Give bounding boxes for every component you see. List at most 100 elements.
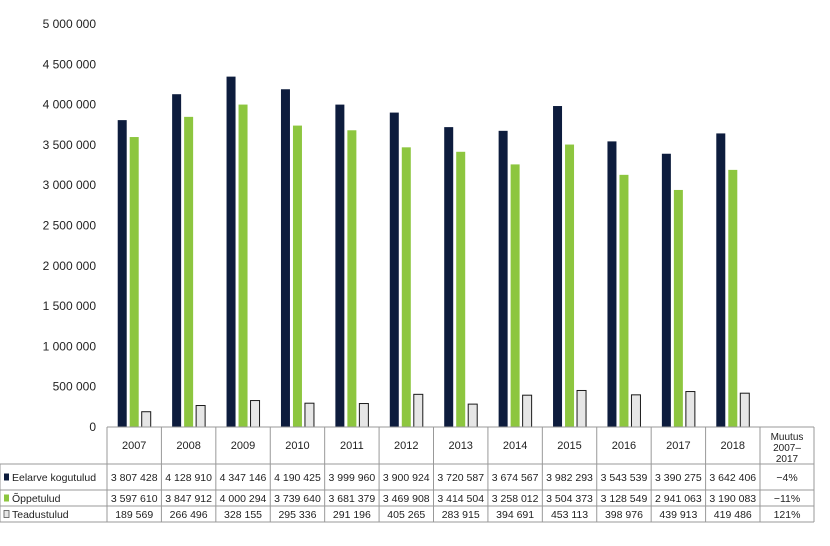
bar-0-3 [280, 89, 290, 428]
bar-0-10 [661, 153, 671, 427]
category-label: 2018 [721, 440, 745, 452]
legend-label: Õppetulud [12, 492, 61, 505]
data-label: 4 128 910 [165, 472, 212, 484]
bar-2-4 [358, 403, 369, 428]
bar-2-9 [630, 394, 641, 428]
data-label: 439 913 [659, 509, 697, 521]
bar-0-2 [226, 76, 236, 428]
data-label: 189 569 [115, 509, 153, 521]
data-label: 3 674 567 [492, 472, 539, 484]
category-label: 2014 [503, 440, 527, 452]
bar-1-7 [510, 164, 520, 427]
bar-1-0 [129, 137, 139, 427]
y-tick-label: 3 000 000 [43, 178, 97, 192]
data-label: 3 504 373 [546, 493, 593, 505]
data-label: 3 469 908 [383, 493, 430, 505]
bar-0-9 [607, 141, 617, 428]
legend-swatch [4, 494, 9, 502]
y-tick-label: 4 000 000 [43, 98, 97, 112]
bar-0-8 [553, 106, 563, 427]
data-label: 3 414 504 [437, 493, 484, 505]
legend-swatch [3, 510, 10, 518]
bar-0-0 [117, 120, 127, 427]
data-label: 3 807 428 [111, 472, 158, 484]
data-label: 394 691 [496, 509, 534, 521]
category-label: 2011 [340, 440, 364, 452]
change-value: −11% [774, 493, 800, 505]
bar-0-7 [498, 130, 508, 427]
data-label: 291 196 [333, 509, 371, 521]
bar-1-2 [238, 104, 248, 428]
y-tick-label: 5 000 000 [43, 17, 97, 31]
legend-swatch [4, 473, 9, 481]
data-label: 3 543 539 [601, 472, 648, 484]
change-value: 121% [774, 509, 801, 521]
bar-2-1 [195, 405, 206, 428]
category-label: 2008 [176, 440, 200, 452]
data-label: 3 999 960 [329, 472, 376, 484]
bar-1-8 [565, 144, 575, 427]
bar-1-3 [292, 125, 302, 427]
category-label: 2017 [666, 440, 690, 452]
data-label: 3 190 083 [709, 493, 756, 505]
data-label: 266 496 [170, 509, 208, 521]
data-label: 3 681 379 [329, 493, 376, 505]
bar-2-10 [685, 391, 696, 428]
bar-2-5 [413, 393, 424, 428]
data-label: 3 847 912 [165, 493, 212, 505]
legend-label: Eelarve kogutulud [12, 472, 96, 484]
bar-0-4 [335, 104, 345, 428]
bar-2-8 [576, 389, 587, 428]
bar-2-2 [250, 400, 261, 428]
change-header: Muutus 2007– 2017 [771, 432, 804, 465]
bars [117, 76, 750, 428]
data-label: 2 941 063 [655, 493, 702, 505]
bar-2-6 [467, 403, 478, 428]
bar-0-5 [389, 112, 399, 428]
y-tick-label: 1 000 000 [43, 339, 97, 353]
bar-1-6 [456, 151, 466, 427]
data-table: 2007 2008 2009 2010 2011 2012 2013 2014 2015 2016… [0, 426, 815, 523]
bar-0-1 [172, 94, 182, 428]
category-label: 2013 [448, 440, 472, 452]
data-label: 3 128 549 [601, 493, 648, 505]
data-label: 3 982 293 [546, 472, 593, 484]
data-label: 4 000 294 [220, 493, 267, 505]
bar-2-11 [739, 392, 750, 428]
data-label: 3 642 406 [709, 472, 756, 484]
category-label: 2015 [557, 440, 581, 452]
bar-1-5 [401, 147, 411, 427]
bar-1-10 [673, 189, 683, 427]
y-tick-label: 2 500 000 [43, 219, 97, 233]
bar-1-1 [184, 116, 194, 428]
y-tick-label: 500 000 [53, 380, 97, 394]
data-label: 3 720 587 [437, 472, 484, 484]
data-label: 3 597 610 [111, 493, 158, 505]
data-label: 3 258 012 [492, 493, 539, 505]
data-label: 4 190 425 [274, 472, 321, 484]
data-label: 283 915 [442, 509, 480, 521]
change-value: −4% [776, 472, 797, 484]
data-label: 398 976 [605, 509, 643, 521]
y-tick-label: 4 500 000 [43, 57, 97, 71]
data-label: 3 900 924 [383, 472, 430, 484]
y-tick-label: 3 500 000 [43, 138, 97, 152]
data-label: 3 390 275 [655, 472, 702, 484]
data-label: 328 155 [224, 509, 262, 521]
bar-0-6 [444, 127, 454, 427]
data-label: 453 113 [551, 509, 588, 521]
category-label: 2016 [612, 440, 636, 452]
category-label: 2007 [122, 440, 146, 452]
bar-2-3 [304, 402, 315, 428]
bar-1-9 [619, 174, 629, 427]
y-tick-label: 1 500 000 [43, 299, 97, 313]
data-label: 3 739 640 [274, 493, 321, 505]
y-tick-label: 0 [89, 420, 96, 434]
bar-1-11 [728, 169, 738, 427]
bar-0-11 [716, 133, 726, 428]
category-label: 2012 [394, 440, 418, 452]
data-label: 405 265 [387, 509, 425, 521]
data-label: 419 486 [714, 509, 752, 521]
data-label: 4 347 146 [220, 472, 267, 484]
